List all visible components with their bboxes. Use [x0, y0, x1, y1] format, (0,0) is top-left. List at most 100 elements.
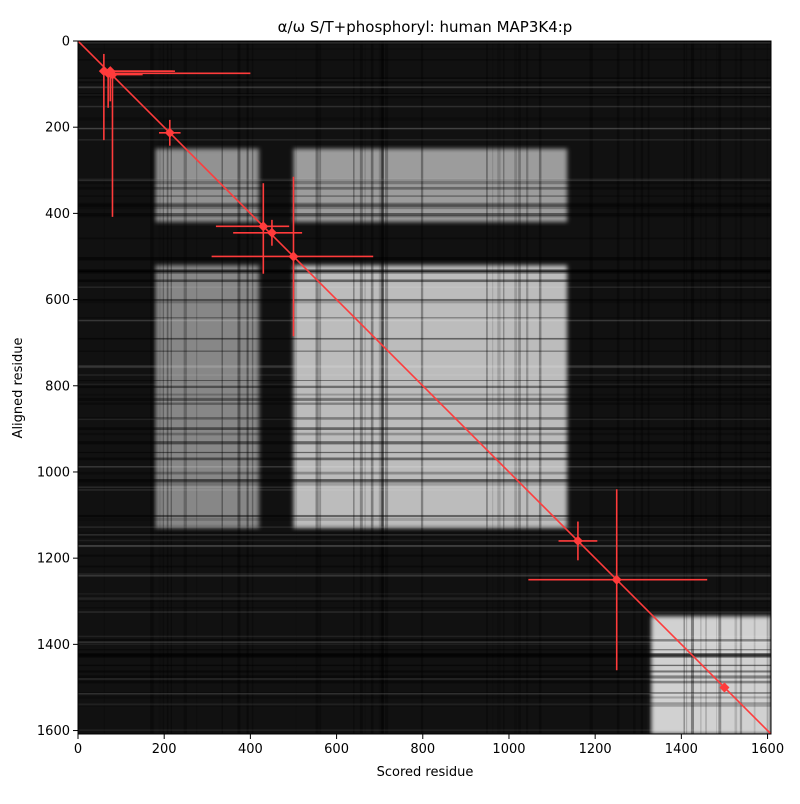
error-marker	[159, 119, 181, 146]
error-marker	[107, 69, 143, 217]
texture-stripe-h	[78, 59, 771, 61]
texture-stripe-h	[78, 94, 771, 99]
texture-stripe-v	[526, 41, 529, 734]
texture-stripe-light	[78, 729, 771, 731]
texture-stripe-h	[78, 514, 771, 518]
texture-stripe-h	[78, 675, 771, 679]
texture-stripe-h	[78, 649, 771, 651]
y-tick-label: 1400	[37, 638, 70, 653]
texture-stripe-h	[78, 204, 771, 207]
texture-stripe-light	[78, 319, 771, 322]
texture-stripe-v	[370, 41, 374, 734]
texture-stripe-v	[162, 41, 165, 734]
texture-stripe-h	[78, 215, 771, 218]
texture-stripe-h	[78, 696, 771, 699]
texture-stripe-h	[78, 482, 771, 486]
texture-stripe-light	[78, 418, 771, 421]
texture-stripe-light	[78, 178, 771, 180]
x-tick-label: 800	[410, 742, 435, 757]
texture-stripe-light	[78, 641, 771, 643]
texture-stripe-v	[166, 41, 169, 734]
texture-stripe-h	[78, 692, 771, 695]
texture-stripe-v	[364, 41, 366, 734]
texture-stripe-h	[78, 48, 771, 50]
texture-stripe-h	[78, 427, 771, 431]
error-marker	[215, 183, 290, 274]
texture-stripe-h	[78, 257, 771, 261]
texture-stripe-v	[170, 41, 173, 734]
texture-stripe-v	[683, 41, 686, 734]
texture-stripe-h	[78, 398, 771, 401]
texture-stripe-v	[690, 41, 695, 734]
texture-stripe-h	[78, 41, 771, 45]
texture-stripe-h	[78, 471, 771, 475]
texture-stripe-h	[78, 451, 771, 454]
x-tick-label: 1000	[492, 742, 525, 757]
bright-block	[155, 265, 260, 528]
texture-stripe-h	[78, 195, 771, 197]
texture-stripe-h	[78, 479, 771, 481]
texture-stripe-v	[315, 41, 319, 734]
texture-stripe-v	[246, 41, 249, 734]
texture-stripe-h	[78, 337, 771, 340]
texture-stripe-v	[237, 41, 241, 734]
texture-stripe-v	[359, 41, 363, 734]
texture-stripe-h	[78, 269, 771, 273]
texture-stripe-h	[78, 393, 771, 396]
texture-stripe-light	[78, 545, 771, 548]
texture-stripe-h	[78, 653, 771, 657]
texture-stripe-light	[78, 635, 771, 638]
bright-block	[293, 148, 568, 223]
plot-area	[78, 41, 771, 734]
texture-stripe-v	[153, 41, 155, 734]
y-tick-label: 600	[45, 293, 70, 308]
texture-stripe-v	[705, 41, 707, 734]
texture-stripe-h	[78, 535, 771, 539]
texture-stripe-h	[78, 77, 771, 81]
texture-stripe-h	[78, 179, 771, 182]
texture-stripe-v	[353, 41, 355, 734]
texture-stripe-light	[78, 86, 771, 88]
texture-stripe-v	[502, 41, 505, 734]
texture-stripe-h	[78, 479, 771, 483]
texture-stripe-light	[78, 42, 771, 44]
texture-stripe-h	[78, 664, 771, 667]
texture-stripe-v	[739, 41, 743, 734]
markers-layer	[98, 53, 730, 693]
stripes-layer	[78, 41, 771, 734]
x-tick-label: 200	[152, 742, 177, 757]
error-marker	[558, 521, 598, 561]
texture-stripe-light	[78, 374, 771, 376]
texture-stripe-h	[78, 655, 771, 658]
texture-stripe-light	[78, 573, 771, 575]
y-axis-label: Aligned residue	[11, 338, 26, 439]
x-tick-label: 0	[74, 742, 82, 757]
texture-stripe-v	[633, 41, 636, 734]
texture-stripe-v	[158, 41, 162, 734]
texture-stripe-h	[78, 213, 771, 216]
texture-stripe-v	[514, 41, 518, 734]
texture-stripe-h	[78, 81, 771, 84]
texture-stripe-light	[78, 489, 771, 491]
marker-point	[572, 535, 583, 546]
texture-stripe-v	[734, 41, 738, 734]
texture-stripe-light	[78, 179, 771, 182]
texture-stripe-light	[78, 105, 771, 108]
texture-stripe-light	[78, 539, 771, 542]
marker-point	[266, 227, 277, 238]
texture-stripe-v	[196, 41, 198, 734]
texture-stripe-v	[492, 41, 494, 734]
bright-blocks-layer	[155, 148, 771, 734]
texture-stripe-light	[78, 79, 771, 81]
marker-point	[258, 221, 269, 232]
y-tick-label: 400	[45, 207, 70, 222]
texture-stripe-light	[78, 702, 771, 705]
texture-stripe-light	[78, 94, 771, 96]
y-axis: 0 200 400 600 800 1000 1200 1400 1600	[37, 35, 78, 739]
marker-point	[107, 69, 118, 80]
texture-stripe-h	[78, 670, 771, 672]
texture-stripe-h	[78, 705, 771, 707]
texture-stripe-light	[78, 383, 771, 386]
texture-stripe-v	[647, 41, 650, 734]
